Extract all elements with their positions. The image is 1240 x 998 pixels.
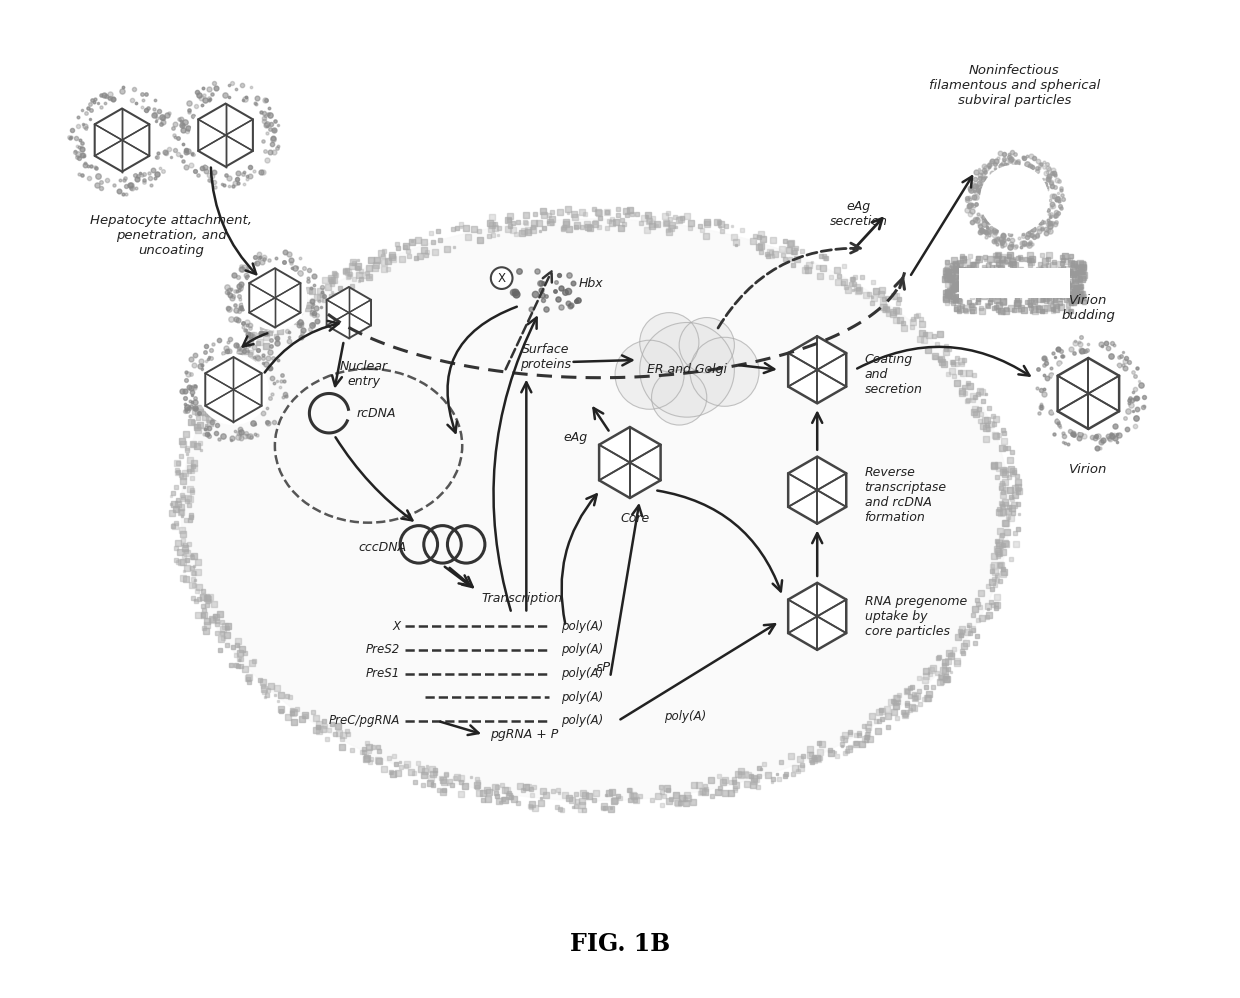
Text: poly(A): poly(A) [560,667,603,680]
Text: ER and Golgi: ER and Golgi [647,363,727,376]
Bar [959,268,1070,297]
Polygon shape [94,109,149,172]
Polygon shape [789,336,846,403]
Polygon shape [181,219,1009,800]
Circle shape [615,340,684,409]
Text: Coating
and
secretion: Coating and secretion [864,353,923,396]
Text: Nuclear
entry: Nuclear entry [340,360,388,388]
Circle shape [980,165,1049,234]
Circle shape [640,322,734,417]
Text: poly(A): poly(A) [560,691,603,704]
Circle shape [87,105,157,176]
Text: Core: Core [620,512,650,525]
Text: Virion: Virion [1069,462,1107,475]
Text: Virion
budding: Virion budding [1061,294,1115,322]
Circle shape [190,100,262,171]
Text: Hepatocyte attachment,
penetration, and
uncoating: Hepatocyte attachment, penetration, and … [91,214,252,257]
Polygon shape [249,268,300,327]
Text: eAg: eAg [563,431,588,444]
Polygon shape [789,583,846,650]
Polygon shape [198,104,253,167]
Text: X: X [392,620,401,633]
Text: poly(A): poly(A) [560,620,603,633]
Text: Transcription: Transcription [482,592,563,605]
Text: RNA pregenome
uptake by
core particles: RNA pregenome uptake by core particles [864,595,967,638]
Circle shape [491,267,512,289]
Text: Noninfectious
filamentous and spherical
subviral particles: Noninfectious filamentous and spherical … [929,64,1100,108]
Circle shape [651,370,707,425]
Polygon shape [599,427,661,498]
Text: PreC/pgRNA: PreC/pgRNA [329,715,401,728]
Circle shape [1049,354,1128,433]
Text: poly(A): poly(A) [560,644,603,657]
Text: rcDNA: rcDNA [357,407,397,420]
Text: pgRNA + P: pgRNA + P [490,729,558,742]
Circle shape [680,317,734,373]
Text: Surface
proteins: Surface proteins [521,343,572,371]
Text: X: X [497,271,506,284]
Polygon shape [789,457,846,524]
Text: Reverse
transcriptase
and rcDNA
formation: Reverse transcriptase and rcDNA formatio… [864,466,946,524]
Text: εP: εP [595,661,610,674]
Circle shape [640,312,699,372]
Text: cccDNA: cccDNA [358,541,407,554]
Circle shape [242,265,308,330]
Text: poly(A): poly(A) [665,711,707,724]
Circle shape [689,337,759,406]
Text: PreS1: PreS1 [366,667,401,680]
Text: PreS2: PreS2 [366,644,401,657]
Polygon shape [1058,358,1120,429]
Polygon shape [326,287,371,338]
Text: FIG. 1B: FIG. 1B [570,932,670,956]
Text: eAg
secretion: eAg secretion [830,200,888,228]
Text: Hbx: Hbx [579,276,603,289]
Text: poly(A): poly(A) [560,715,603,728]
Polygon shape [206,357,262,422]
Circle shape [198,354,269,425]
